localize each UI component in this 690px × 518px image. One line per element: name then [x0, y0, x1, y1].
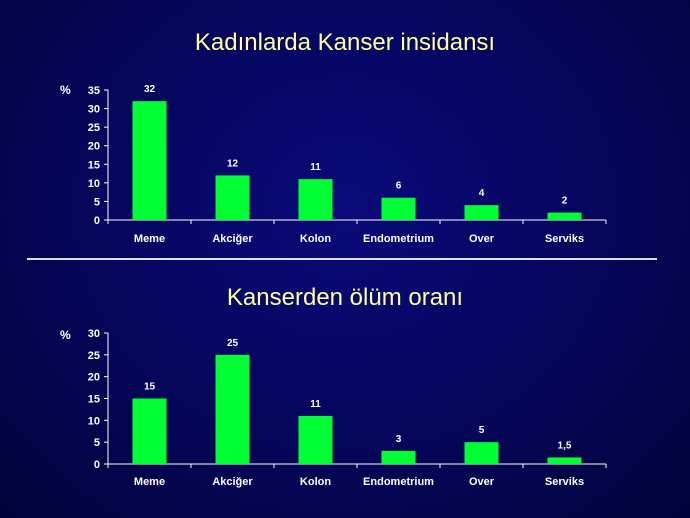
- category-label: Meme: [134, 233, 165, 245]
- y-unit-label: %: [60, 83, 71, 97]
- y-tick-label: 20: [88, 372, 100, 384]
- data-label: 4: [479, 188, 485, 199]
- y-unit-label: %: [60, 328, 71, 342]
- category-label: Kolon: [300, 476, 331, 488]
- category-label: Endometrium: [363, 233, 434, 245]
- bar-kolon: [298, 415, 333, 464]
- y-tick-label: 5: [94, 196, 100, 208]
- category-label: Akciğer: [212, 233, 253, 245]
- y-tick-label: 30: [88, 328, 100, 340]
- y-tick-label: 30: [88, 104, 100, 116]
- section-divider: [27, 258, 657, 260]
- bar-akciğer: [215, 354, 250, 464]
- category-label: Serviks: [545, 233, 584, 245]
- y-tick-label: 15: [88, 394, 100, 406]
- bar-serviks: [547, 457, 582, 464]
- y-tick-label: 35: [88, 85, 100, 97]
- data-label: 1,5: [558, 440, 572, 451]
- y-tick-label: 10: [88, 178, 100, 190]
- chart-1-title: Kadınlarda Kanser insidansı: [194, 29, 496, 56]
- category-label: Meme: [134, 476, 165, 488]
- bar-meme: [132, 101, 167, 220]
- data-label: 15: [144, 382, 156, 393]
- y-tick-label: 20: [88, 141, 100, 153]
- bar-over: [464, 442, 499, 464]
- data-label: 3: [396, 434, 402, 445]
- bar-meme: [132, 398, 167, 464]
- data-label: 2: [562, 196, 568, 207]
- data-label: 32: [144, 84, 156, 95]
- category-label: Akciğer: [212, 476, 253, 488]
- bar-kolon: [298, 179, 333, 220]
- bar-over: [464, 205, 499, 220]
- category-label: Over: [469, 233, 495, 245]
- y-tick-label: 25: [88, 350, 100, 362]
- y-tick-label: 15: [88, 159, 100, 171]
- y-tick-label: 5: [94, 437, 100, 449]
- data-label: 25: [227, 338, 239, 349]
- y-tick-label: 0: [94, 459, 100, 471]
- y-tick-label: 10: [88, 415, 100, 427]
- y-tick-label: 0: [94, 215, 100, 227]
- data-label: 11: [310, 162, 321, 173]
- data-label: 6: [396, 181, 402, 192]
- bar-endometrium: [381, 197, 416, 220]
- data-label: 5: [479, 425, 485, 436]
- category-label: Over: [469, 476, 495, 488]
- category-label: Kolon: [300, 233, 331, 245]
- category-label: Serviks: [545, 476, 584, 488]
- data-label: 12: [227, 158, 239, 169]
- data-label: 11: [310, 399, 321, 410]
- chart-2-title: Kanserden ölüm oranı: [226, 284, 464, 311]
- category-label: Endometrium: [363, 476, 434, 488]
- bar-akciğer: [215, 175, 250, 220]
- chart-1-incidence: % 0 5 10 15 20 25 30 35 32 Meme 12 Akciğer 11 Kolon 6 En…: [60, 83, 607, 245]
- y-tick-label: 25: [88, 122, 100, 134]
- bar-serviks: [547, 212, 582, 220]
- bar-endometrium: [381, 450, 416, 464]
